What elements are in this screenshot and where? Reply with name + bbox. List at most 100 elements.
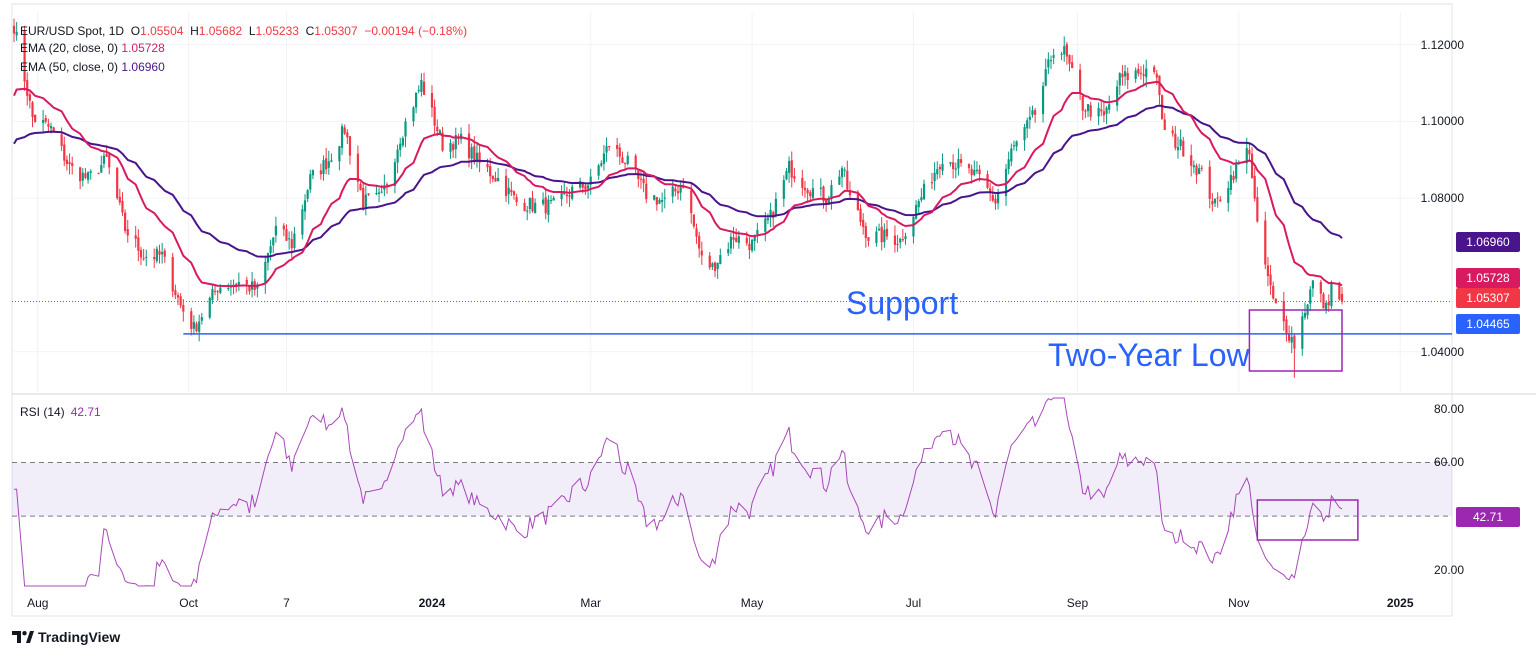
candle-body — [504, 175, 508, 197]
low-value: 1.05233 — [255, 24, 299, 38]
candle-body — [1269, 274, 1272, 286]
rsi-legend[interactable]: RSI (14) 42.71 — [20, 405, 101, 419]
close-price-label: 1.05307 — [1456, 288, 1520, 308]
candle-body — [491, 175, 494, 180]
candle-body — [645, 183, 648, 200]
candle-body — [145, 256, 148, 258]
candle-body — [1007, 159, 1010, 170]
candle-body — [367, 193, 370, 195]
candle-body — [1338, 282, 1341, 300]
candle-body — [1174, 133, 1177, 148]
candle-body — [809, 192, 812, 197]
candle-body — [732, 237, 735, 240]
candle-body — [774, 198, 777, 217]
candle-body — [552, 197, 555, 201]
candle-body — [674, 188, 677, 192]
time-tick-label: Mar — [580, 596, 602, 610]
ema20-price-label: 1.05728 — [1456, 268, 1520, 288]
candle-body — [449, 142, 452, 152]
candle-body — [973, 169, 976, 175]
candle-body — [1200, 167, 1203, 169]
rsi-value: 42.71 — [70, 405, 101, 419]
candle-body — [497, 177, 500, 182]
candle-body — [1311, 280, 1315, 289]
candle-body — [327, 161, 330, 168]
candle-body — [219, 287, 222, 293]
candle-body — [1285, 319, 1288, 335]
candle-body — [311, 170, 315, 176]
support-price-label: 1.04465 — [1456, 314, 1520, 334]
candle-body — [515, 197, 518, 203]
candle-body — [433, 106, 436, 126]
candle-body — [1047, 59, 1050, 68]
candle-body — [626, 155, 629, 164]
candle-body — [1079, 69, 1082, 94]
high-label: H — [190, 24, 199, 38]
candle-body — [86, 172, 90, 180]
candle-body — [15, 31, 18, 36]
candle-body — [1198, 168, 1201, 174]
candle-body — [28, 94, 31, 101]
candle-body — [1081, 95, 1084, 111]
candle-body — [1126, 72, 1129, 80]
candle-body — [790, 160, 793, 178]
time-tick-label: Jul — [905, 596, 922, 610]
high-value: 1.05682 — [198, 24, 243, 38]
candle-body — [1105, 107, 1108, 114]
candle-body — [264, 261, 267, 284]
candle-body — [507, 187, 510, 195]
candle-body — [793, 176, 796, 179]
ema20-legend[interactable]: EMA (20, close, 0) 1.05728 — [20, 40, 165, 56]
candle-body — [856, 193, 859, 211]
candle-body — [986, 174, 989, 188]
ema50-legend[interactable]: EMA (50, close, 0) 1.06960 — [20, 59, 165, 75]
candle-body — [1063, 46, 1066, 55]
candle-body — [904, 236, 907, 240]
candle-body — [274, 225, 277, 236]
candle-body — [917, 201, 920, 208]
tradingview-brand[interactable]: TradingView — [12, 629, 120, 645]
candle-body — [661, 199, 664, 202]
candle-body — [1216, 197, 1219, 199]
candle-body — [1232, 175, 1235, 181]
candle-body — [176, 295, 180, 298]
candle-body — [602, 153, 606, 164]
candle-body — [1325, 302, 1328, 310]
candle-body — [436, 126, 439, 132]
candle-body — [922, 183, 926, 200]
candle-body — [655, 197, 658, 205]
candle-body — [819, 187, 822, 189]
candle-body — [174, 290, 177, 296]
candle-body — [1071, 62, 1074, 68]
candle-body — [737, 236, 740, 243]
candle-body — [65, 159, 69, 164]
candle-body — [105, 153, 108, 157]
time-tick-label: Oct — [179, 596, 198, 610]
candle-body — [1060, 53, 1063, 55]
candle-body — [623, 162, 627, 164]
candle-body — [1145, 68, 1148, 78]
candle-body — [679, 186, 682, 193]
candle-body — [1139, 72, 1143, 74]
candle-body — [142, 258, 145, 260]
candle-body — [412, 107, 415, 122]
candle-body — [1176, 146, 1180, 151]
candle-body — [896, 243, 899, 245]
candle-body — [978, 169, 981, 175]
candle-body — [41, 120, 45, 124]
rsi-tick-label: 60.00 — [1433, 455, 1464, 470]
candle-body — [766, 218, 770, 221]
candle-body — [124, 212, 127, 231]
candle-body — [1161, 95, 1164, 120]
candle-body — [155, 248, 158, 262]
close-label: C — [305, 24, 315, 38]
candle-body — [200, 317, 203, 321]
candle-body — [772, 212, 775, 218]
candle-body — [79, 167, 82, 182]
candle-body — [121, 200, 124, 213]
candle-body — [957, 158, 960, 169]
candle-body — [235, 283, 238, 286]
rsi-tick-label: 80.00 — [1433, 401, 1464, 416]
candle-body — [364, 194, 367, 208]
